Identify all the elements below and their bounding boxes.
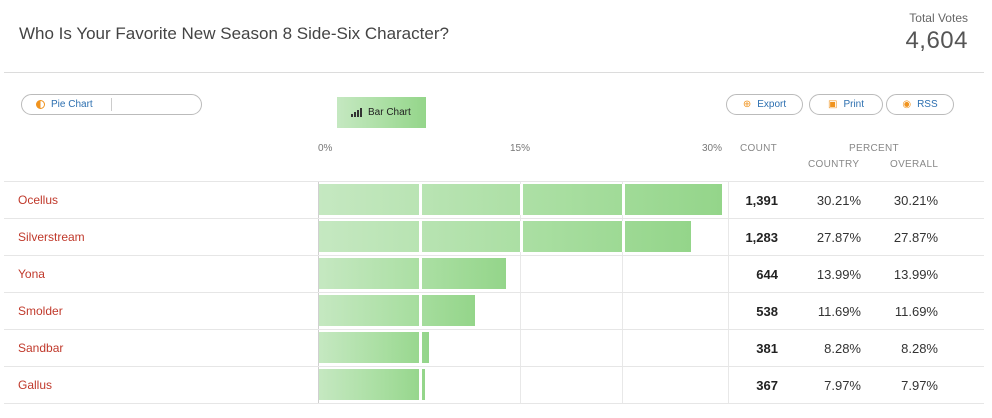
row-overall-percent: 7.97% bbox=[901, 378, 938, 393]
axis-tick-30: 30% bbox=[702, 143, 723, 154]
total-votes-value: 4,604 bbox=[905, 27, 968, 54]
row-overall-percent: 13.99% bbox=[893, 267, 938, 282]
row-label[interactable]: Ocellus bbox=[18, 193, 59, 207]
row-count: 1,391 bbox=[745, 193, 778, 208]
row-overall-percent: 27.87% bbox=[893, 230, 938, 245]
print-label: Print bbox=[843, 99, 864, 110]
header-divider bbox=[4, 72, 984, 73]
pie-chart-icon bbox=[36, 100, 45, 109]
bar-separator bbox=[419, 295, 422, 326]
export-button[interactable]: ⊕ Export bbox=[726, 94, 803, 115]
result-bar bbox=[319, 369, 425, 400]
bar-chart-label: Bar Chart bbox=[368, 107, 411, 118]
bar-separator bbox=[520, 184, 523, 215]
result-bar bbox=[319, 295, 475, 326]
bar-separator bbox=[419, 221, 422, 252]
row-count: 644 bbox=[756, 267, 778, 282]
gridline-15 bbox=[520, 182, 521, 404]
row-divider bbox=[4, 292, 984, 293]
print-icon: ▣ bbox=[827, 99, 838, 110]
row-divider bbox=[4, 403, 984, 404]
chart-type-toggle: Pie Chart Bar Chart bbox=[21, 94, 426, 128]
result-bar bbox=[319, 184, 722, 215]
bar-separator bbox=[419, 332, 422, 363]
country-header: COUNTRY bbox=[808, 159, 860, 170]
row-count: 367 bbox=[756, 378, 778, 393]
row-country-percent: 30.21% bbox=[816, 193, 861, 208]
row-label[interactable]: Sandbar bbox=[18, 341, 64, 355]
total-votes-box: Total Votes 4,604 bbox=[905, 11, 968, 55]
row-divider bbox=[4, 218, 984, 219]
bar-separator bbox=[419, 369, 422, 400]
result-bar bbox=[319, 258, 506, 289]
row-divider bbox=[4, 366, 984, 367]
bar-chart-icon bbox=[351, 108, 362, 117]
row-overall-percent: 8.28% bbox=[901, 341, 938, 356]
percent-header: PERCENT bbox=[849, 143, 899, 154]
poll-results-panel: Who Is Your Favorite New Season 8 Side-S… bbox=[4, 0, 984, 418]
axis-tick-15: 15% bbox=[510, 143, 531, 154]
rss-label: RSS bbox=[917, 99, 938, 110]
export-label: Export bbox=[757, 99, 787, 110]
row-country-percent: 8.28% bbox=[824, 341, 861, 356]
row-overall-percent: 11.69% bbox=[894, 304, 938, 319]
row-label[interactable]: Yona bbox=[18, 267, 45, 281]
row-country-percent: 7.97% bbox=[824, 378, 861, 393]
table-row: Gallus 367 7.97% 7.97% bbox=[4, 367, 984, 404]
count-divider bbox=[728, 182, 729, 404]
bar-separator bbox=[622, 221, 625, 252]
table-row: Yona 644 13.99% 13.99% bbox=[4, 256, 984, 293]
table-row: Sandbar 381 8.28% 8.28% bbox=[4, 330, 984, 367]
bar-separator bbox=[622, 184, 625, 215]
row-count: 381 bbox=[756, 341, 778, 356]
axis-tick-0: 0% bbox=[318, 143, 333, 154]
rss-icon: ◉ bbox=[902, 99, 912, 110]
row-label[interactable]: Smolder bbox=[18, 304, 63, 318]
pie-chart-button[interactable]: Pie Chart bbox=[22, 98, 112, 111]
row-country-percent: 13.99% bbox=[816, 267, 861, 282]
count-header: COUNT bbox=[740, 143, 778, 154]
row-divider bbox=[4, 329, 984, 330]
row-label[interactable]: Silverstream bbox=[18, 230, 85, 244]
bar-separator bbox=[419, 258, 422, 289]
row-label[interactable]: Gallus bbox=[18, 378, 53, 392]
table-row: Ocellus 1,391 30.21% 30.21% bbox=[4, 182, 984, 219]
row-divider bbox=[4, 181, 984, 182]
row-overall-percent: 30.21% bbox=[893, 193, 938, 208]
pie-chart-label: Pie Chart bbox=[51, 99, 93, 110]
print-button[interactable]: ▣ Print bbox=[809, 94, 883, 115]
bar-chart-button[interactable]: Bar Chart bbox=[337, 97, 426, 128]
table-row: Smolder 538 11.69% 11.69% bbox=[4, 293, 984, 330]
export-icon: ⊕ bbox=[742, 99, 752, 110]
gridline-22 bbox=[622, 182, 623, 404]
table-row: Silverstream 1,283 27.87% 27.87% bbox=[4, 219, 984, 256]
total-votes-label: Total Votes bbox=[909, 11, 968, 25]
row-count: 538 bbox=[756, 304, 778, 319]
result-bar bbox=[319, 221, 691, 252]
result-bar bbox=[319, 332, 429, 363]
rss-button[interactable]: ◉ RSS bbox=[886, 94, 954, 115]
row-divider bbox=[4, 255, 984, 256]
axis-line bbox=[318, 182, 319, 404]
page-title: Who Is Your Favorite New Season 8 Side-S… bbox=[19, 24, 449, 43]
row-country-percent: 27.87% bbox=[816, 230, 861, 245]
row-count: 1,283 bbox=[745, 230, 778, 245]
row-country-percent: 11.69% bbox=[817, 304, 861, 319]
bar-separator bbox=[419, 184, 422, 215]
bar-separator bbox=[520, 221, 523, 252]
overall-header: OVERALL bbox=[890, 159, 939, 170]
